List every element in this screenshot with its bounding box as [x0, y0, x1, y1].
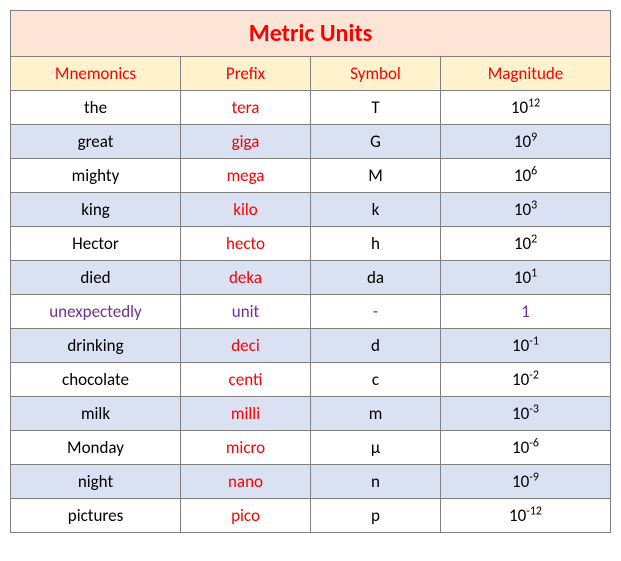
table-row: Hectorhectoh102: [11, 227, 611, 261]
table-title: Metric Units: [11, 11, 611, 57]
mnemonic-cell: Monday: [11, 431, 181, 465]
prefix-cell: pico: [181, 499, 311, 533]
mnemonic-cell: night: [11, 465, 181, 499]
magnitude-cell: 1: [441, 295, 611, 329]
magnitude-cell: 10-1: [441, 329, 611, 363]
magnitude-cell: 102: [441, 227, 611, 261]
table-row: dieddekada101: [11, 261, 611, 295]
symbol-cell: m: [311, 397, 441, 431]
magnitude-cell: 109: [441, 125, 611, 159]
prefix-cell: micro: [181, 431, 311, 465]
magnitude-cell: 10-2: [441, 363, 611, 397]
magnitude-cell: 10-12: [441, 499, 611, 533]
table-row: greatgigaG109: [11, 125, 611, 159]
prefix-cell: centi: [181, 363, 311, 397]
symbol-cell: -: [311, 295, 441, 329]
prefix-cell: hecto: [181, 227, 311, 261]
mnemonic-cell: Hector: [11, 227, 181, 261]
magnitude-cell: 106: [441, 159, 611, 193]
symbol-cell: d: [311, 329, 441, 363]
table-row: milkmillim10-3: [11, 397, 611, 431]
table-row: mightymegaM106: [11, 159, 611, 193]
prefix-cell: giga: [181, 125, 311, 159]
mnemonic-cell: great: [11, 125, 181, 159]
magnitude-cell: 101: [441, 261, 611, 295]
symbol-cell: T: [311, 91, 441, 125]
table-row: nightnanon10-9: [11, 465, 611, 499]
mnemonic-cell: pictures: [11, 499, 181, 533]
table-row: kingkilok103: [11, 193, 611, 227]
prefix-cell: mega: [181, 159, 311, 193]
symbol-cell: k: [311, 193, 441, 227]
symbol-cell: da: [311, 261, 441, 295]
prefix-cell: kilo: [181, 193, 311, 227]
mnemonic-cell: chocolate: [11, 363, 181, 397]
prefix-cell: milli: [181, 397, 311, 431]
symbol-cell: G: [311, 125, 441, 159]
prefix-cell: nano: [181, 465, 311, 499]
header-prefix: Prefix: [181, 57, 311, 91]
table-row: drinkingdecid10-1: [11, 329, 611, 363]
table-row: chocolatecentic10-2: [11, 363, 611, 397]
mnemonic-cell: died: [11, 261, 181, 295]
prefix-cell: tera: [181, 91, 311, 125]
prefix-cell: deci: [181, 329, 311, 363]
magnitude-cell: 10-9: [441, 465, 611, 499]
magnitude-cell: 10-3: [441, 397, 611, 431]
header-symbol: Symbol: [311, 57, 441, 91]
mnemonic-cell: king: [11, 193, 181, 227]
magnitude-cell: 103: [441, 193, 611, 227]
table-row: theteraT1012: [11, 91, 611, 125]
mnemonic-cell: mighty: [11, 159, 181, 193]
magnitude-cell: 1012: [441, 91, 611, 125]
mnemonic-cell: drinking: [11, 329, 181, 363]
header-mnemonics: Mnemonics: [11, 57, 181, 91]
symbol-cell: p: [311, 499, 441, 533]
symbol-cell: n: [311, 465, 441, 499]
mnemonic-cell: the: [11, 91, 181, 125]
prefix-cell: unit: [181, 295, 311, 329]
symbol-cell: h: [311, 227, 441, 261]
mnemonic-cell: milk: [11, 397, 181, 431]
table-row: picturespicop10-12: [11, 499, 611, 533]
symbol-cell: c: [311, 363, 441, 397]
magnitude-cell: 10-6: [441, 431, 611, 465]
header-row: Mnemonics Prefix Symbol Magnitude: [11, 57, 611, 91]
table-row: unexpectedlyunit-1: [11, 295, 611, 329]
table-row: Mondaymicroμ10-6: [11, 431, 611, 465]
symbol-cell: M: [311, 159, 441, 193]
header-magnitude: Magnitude: [441, 57, 611, 91]
prefix-cell: deka: [181, 261, 311, 295]
mnemonic-cell: unexpectedly: [11, 295, 181, 329]
symbol-cell: μ: [311, 431, 441, 465]
metric-units-table: Metric Units Mnemonics Prefix Symbol Mag…: [10, 10, 611, 533]
